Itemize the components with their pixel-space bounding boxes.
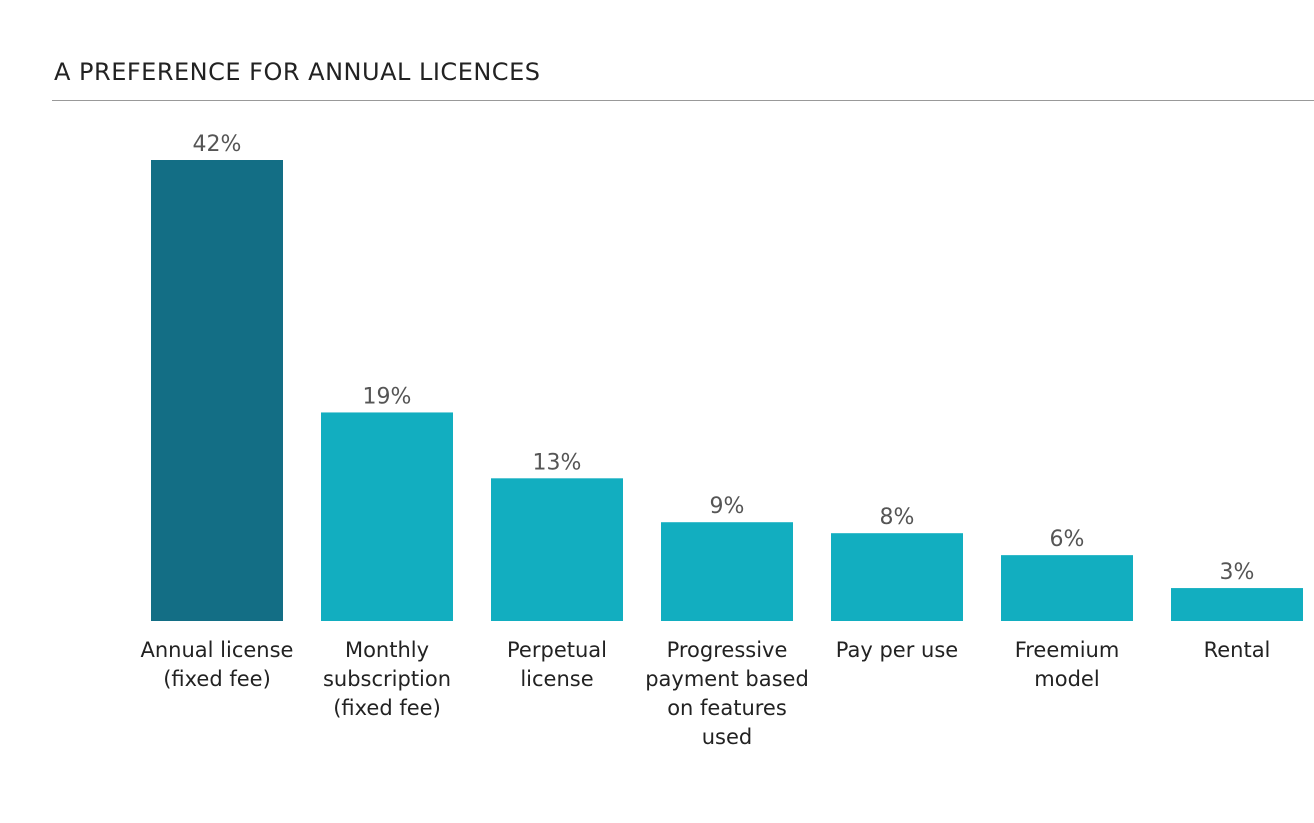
category-label: Perpetual license [507,638,607,691]
category-label: Monthly subscription (fixed fee) [322,638,452,720]
data-label: 9% [710,494,745,519]
chart-title: A PREFERENCE FOR ANNUAL LICENCES [54,58,541,86]
data-label: 19% [363,384,412,409]
category-label: Freemium model [1014,638,1120,691]
data-label: 42% [193,132,242,157]
data-label: 13% [533,450,582,475]
data-label: 8% [880,505,915,530]
category-label: Annual license (fixed fee) [140,638,294,691]
bar [491,478,623,621]
bar [321,412,453,621]
category-label: Pay per use [835,638,959,662]
bar [1001,555,1133,621]
category-label: Progressive payment based on features us… [645,638,809,749]
bar [1171,588,1303,621]
category-label: Rental [1203,638,1271,662]
bar [151,160,283,621]
data-label: 6% [1050,527,1085,552]
data-label: 3% [1220,560,1255,585]
bar [831,533,963,621]
title-divider [52,100,1314,101]
bar [661,522,793,621]
